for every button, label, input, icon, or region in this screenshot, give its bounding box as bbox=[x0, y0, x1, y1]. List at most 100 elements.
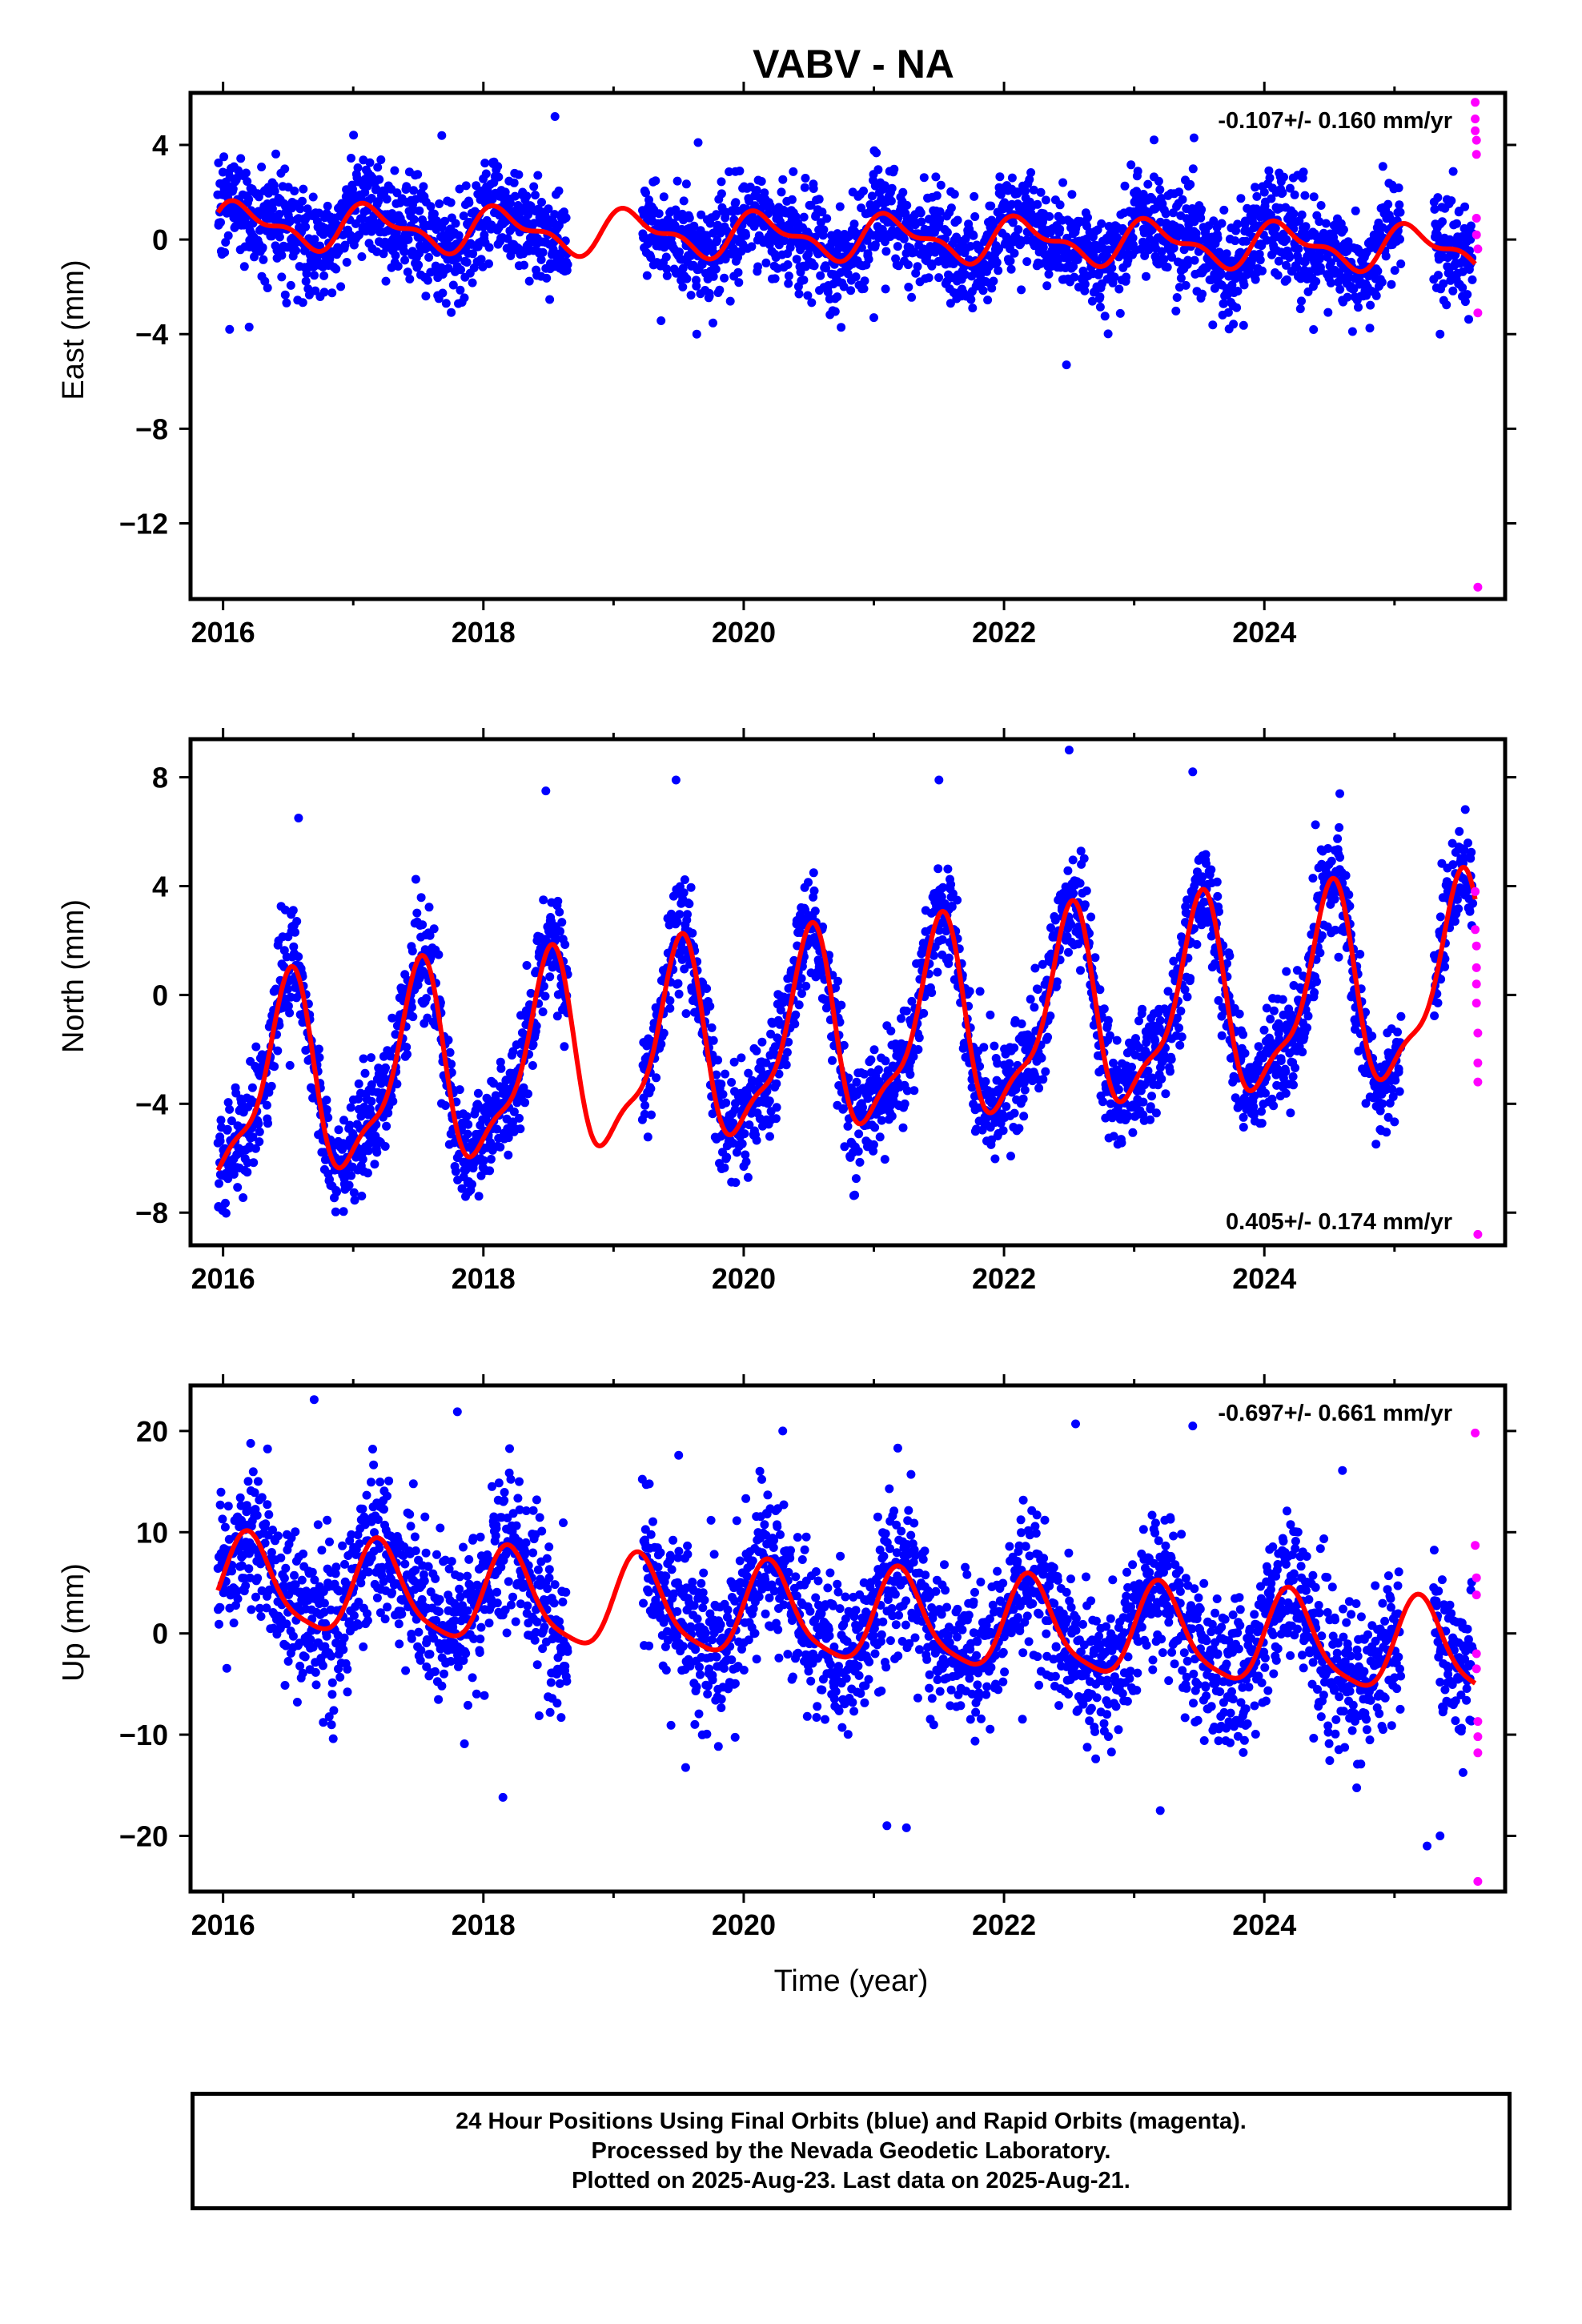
final-orbit-point bbox=[334, 1125, 343, 1135]
final-orbit-point bbox=[1044, 269, 1054, 279]
final-orbit-point bbox=[913, 1045, 923, 1054]
final-orbit-point bbox=[1371, 291, 1381, 300]
final-orbit-point bbox=[254, 192, 263, 202]
final-orbit-point bbox=[990, 218, 998, 227]
final-orbit-point bbox=[1166, 1055, 1176, 1064]
final-orbit-point bbox=[372, 1148, 382, 1157]
final-orbit-point bbox=[860, 276, 869, 286]
final-orbit-point bbox=[1339, 225, 1348, 235]
final-orbit-point bbox=[717, 177, 726, 187]
final-orbit-point bbox=[1222, 249, 1231, 259]
final-orbit-point bbox=[839, 282, 849, 292]
final-orbit-point bbox=[1110, 272, 1119, 282]
final-orbit-point bbox=[830, 307, 840, 316]
final-orbit-point bbox=[1279, 172, 1288, 182]
final-orbit-point bbox=[809, 261, 819, 271]
final-orbit-point bbox=[1439, 279, 1448, 288]
final-orbit-point bbox=[881, 284, 890, 294]
final-orbit-point bbox=[1115, 308, 1125, 318]
final-orbit-point bbox=[1142, 271, 1150, 281]
final-orbit-point bbox=[1073, 255, 1082, 264]
final-orbit-point bbox=[510, 191, 520, 201]
final-orbit-point bbox=[347, 154, 355, 163]
final-orbit-point bbox=[679, 888, 689, 898]
final-orbit-point bbox=[223, 1124, 232, 1134]
final-orbit-point bbox=[1240, 216, 1250, 226]
final-orbit-point bbox=[950, 190, 959, 199]
final-orbit-point bbox=[1448, 167, 1458, 176]
final-orbit-point bbox=[1239, 320, 1248, 330]
final-orbit-point bbox=[323, 1113, 333, 1123]
final-orbit-point bbox=[833, 976, 842, 986]
rapid-orbit-point bbox=[1472, 150, 1481, 159]
final-orbit-point bbox=[741, 1157, 751, 1167]
final-orbit-point bbox=[216, 1116, 226, 1125]
final-orbit-point bbox=[243, 177, 252, 186]
final-orbit-point bbox=[1217, 269, 1226, 279]
final-orbit-point bbox=[1377, 277, 1387, 287]
final-orbit-point bbox=[1150, 135, 1158, 145]
final-orbit-point bbox=[792, 255, 801, 264]
final-orbit-point bbox=[403, 1050, 412, 1059]
final-orbit-point bbox=[727, 1078, 737, 1087]
final-orbit-point bbox=[289, 942, 299, 951]
final-orbit-point bbox=[1447, 196, 1456, 206]
final-orbit-point bbox=[1036, 187, 1046, 197]
final-orbit-point bbox=[561, 213, 571, 223]
final-orbit-point bbox=[344, 1180, 354, 1190]
final-orbit-point bbox=[688, 928, 697, 938]
final-orbit-point bbox=[418, 920, 428, 930]
final-orbit-point bbox=[408, 947, 417, 956]
final-orbit-point bbox=[241, 168, 251, 178]
final-orbit-point bbox=[451, 219, 460, 228]
final-orbit-point bbox=[1381, 251, 1391, 261]
final-orbit-point bbox=[1265, 173, 1275, 183]
final-orbit-point bbox=[404, 235, 413, 244]
final-orbit-point bbox=[1055, 200, 1065, 210]
final-orbit-point bbox=[799, 212, 809, 222]
final-orbit-point bbox=[1365, 324, 1375, 333]
final-orbit-point bbox=[479, 1156, 488, 1165]
final-orbit-point bbox=[280, 164, 290, 174]
final-orbit-point bbox=[1219, 299, 1229, 308]
final-orbit-point bbox=[1120, 181, 1130, 191]
final-orbit-point bbox=[800, 183, 809, 192]
final-orbit-point bbox=[409, 215, 419, 224]
final-orbit-point bbox=[524, 276, 534, 286]
chart-title: VABV - NA bbox=[753, 42, 954, 86]
final-orbit-point bbox=[514, 170, 524, 179]
final-orbit-point bbox=[327, 288, 337, 298]
plot-area bbox=[213, 746, 1478, 1218]
final-orbit-point bbox=[387, 1013, 397, 1023]
final-orbit-point bbox=[225, 1104, 235, 1114]
final-orbit-point bbox=[1278, 188, 1287, 198]
final-orbit-point bbox=[1395, 235, 1404, 244]
final-orbit-point bbox=[1290, 190, 1299, 199]
rapid-orbit-point bbox=[1472, 214, 1481, 223]
final-orbit-point bbox=[819, 225, 829, 235]
final-orbit-point bbox=[917, 217, 926, 227]
final-orbit-point bbox=[422, 994, 431, 1003]
final-orbit-point bbox=[325, 254, 335, 263]
final-orbit-point bbox=[761, 258, 771, 267]
final-orbit-point bbox=[924, 273, 934, 283]
y-tick-label: −8 bbox=[135, 412, 168, 445]
final-orbit-point bbox=[1231, 236, 1240, 246]
final-orbit-point bbox=[1383, 199, 1393, 209]
final-orbit-point bbox=[1070, 272, 1079, 282]
final-orbit-point bbox=[809, 868, 818, 878]
final-orbit-point bbox=[1174, 1023, 1184, 1033]
final-orbit-point bbox=[1215, 247, 1224, 257]
final-orbit-point bbox=[411, 875, 420, 884]
final-orbit-point bbox=[1251, 183, 1260, 192]
final-orbit-point bbox=[765, 1096, 774, 1106]
final-orbit-point bbox=[520, 260, 528, 270]
final-orbit-point bbox=[349, 1188, 359, 1197]
final-orbit-point bbox=[257, 163, 267, 171]
final-orbit-point bbox=[250, 252, 259, 262]
final-orbit-point bbox=[987, 283, 997, 293]
final-orbit-point bbox=[1090, 953, 1100, 963]
final-orbit-point bbox=[1010, 248, 1019, 258]
final-orbit-point bbox=[1259, 187, 1269, 197]
final-orbit-point bbox=[350, 1196, 359, 1205]
